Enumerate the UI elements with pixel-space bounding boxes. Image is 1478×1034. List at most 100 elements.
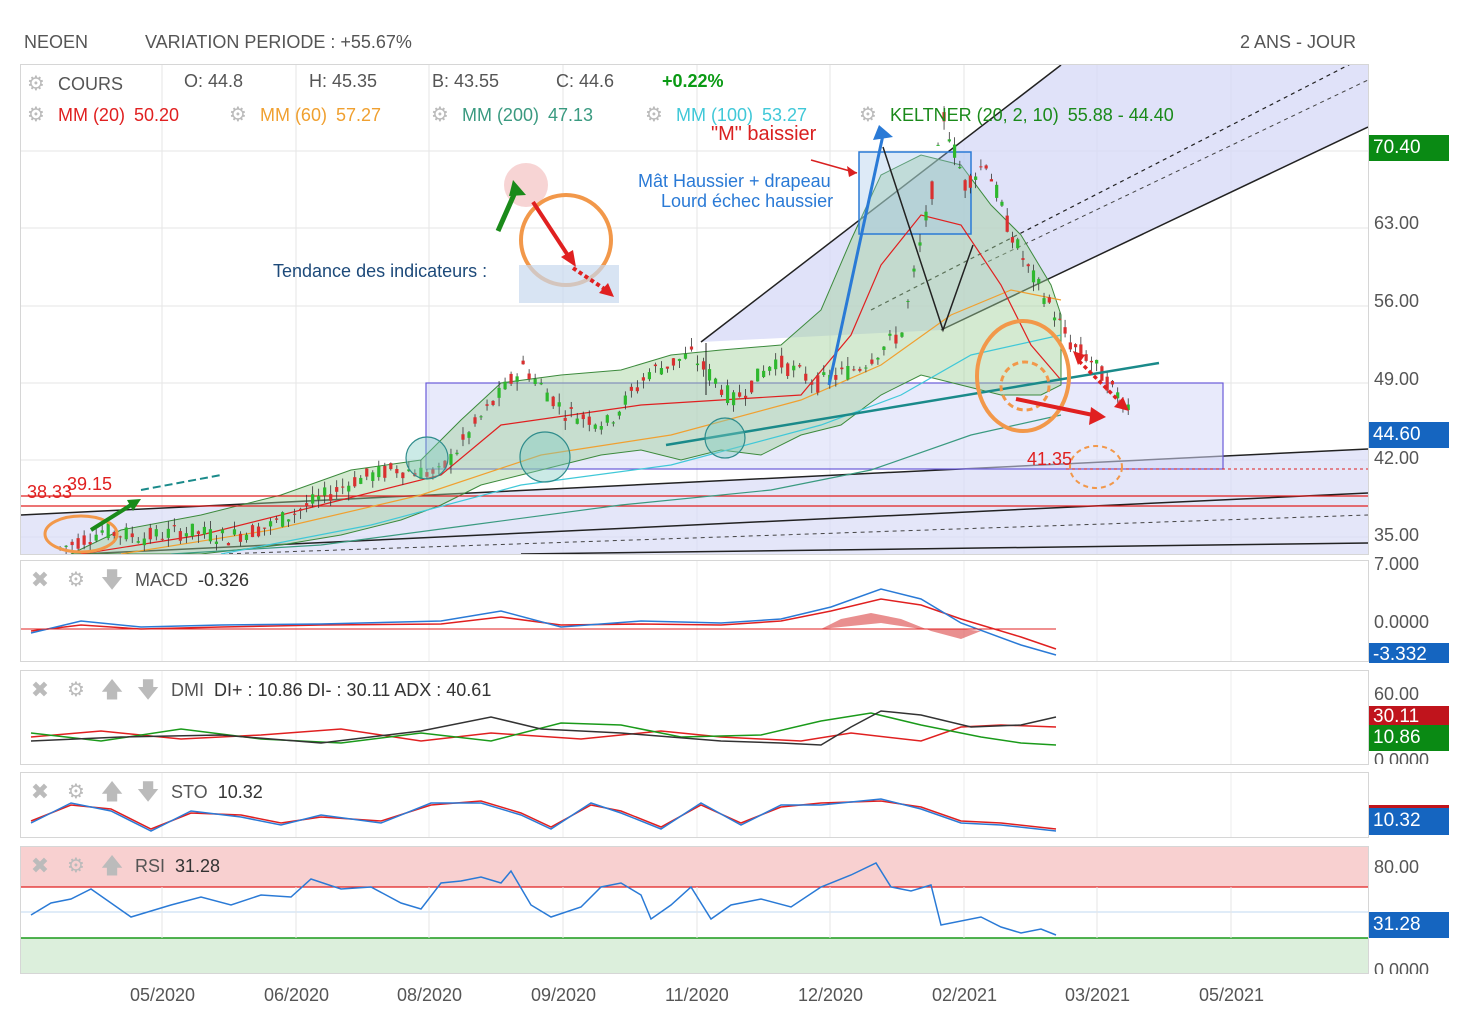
close-icon[interactable]: ✖ <box>30 567 50 592</box>
x-axis-label: 09/2020 <box>531 985 597 1005</box>
price-candle <box>756 368 760 382</box>
arrow-down-icon[interactable]: 🡇 <box>136 779 160 804</box>
rsi-line <box>30 862 1057 936</box>
arrow-up-icon[interactable]: 🡅 <box>100 779 124 804</box>
price-candle <box>599 426 603 430</box>
gear-icon[interactable]: ⚙ <box>67 781 85 803</box>
price-candle <box>1126 404 1130 411</box>
period-selector[interactable]: 2 ANS - JOUR <box>1240 32 1357 52</box>
x-axis-label: 11/2020 <box>665 985 729 1005</box>
arrow-up-icon[interactable]: 🡅 <box>100 677 124 702</box>
price-candle <box>76 538 80 549</box>
mm100-value: 53.27 <box>761 105 808 125</box>
mm100-line <box>220 334 1062 554</box>
price-candle <box>762 370 766 378</box>
price-candle <box>136 541 140 543</box>
price-candle <box>305 503 309 507</box>
price-candle <box>347 485 351 492</box>
sto-value: 10.32 <box>217 781 263 802</box>
gear-icon[interactable]: ⚙ <box>859 104 877 126</box>
price-candle <box>958 166 962 169</box>
price-candle <box>1042 298 1046 304</box>
price-tick: 63.00 <box>1374 213 1420 233</box>
price-candle <box>1047 297 1051 303</box>
price-candle <box>1016 239 1020 249</box>
dmi-minus-badge: 30.11 <box>1369 706 1449 726</box>
arrow-up-icon[interactable]: 🡅 <box>100 853 124 878</box>
price-candle <box>527 373 531 380</box>
arrow-down-icon[interactable]: 🡇 <box>136 677 160 702</box>
price-candle <box>780 355 784 368</box>
price-candle <box>1079 344 1083 354</box>
price-last-badge: 44.60 <box>1369 422 1449 448</box>
price-candle <box>389 463 393 470</box>
price-candle <box>995 184 999 198</box>
price-candle <box>689 346 694 350</box>
price-candle <box>419 467 423 479</box>
price-candle <box>1037 278 1041 284</box>
price-candle <box>485 404 489 406</box>
price-candle <box>208 529 213 542</box>
gear-icon[interactable]: ⚙ <box>67 569 85 591</box>
price-candle <box>912 268 916 272</box>
price-candle <box>1116 392 1120 399</box>
price-candle <box>1105 376 1109 391</box>
price-candle <box>557 402 561 407</box>
price-candle <box>918 242 922 246</box>
level-3833: 38.33 <box>27 482 73 502</box>
price-candle <box>671 358 676 366</box>
price-candle <box>461 434 465 440</box>
price-candle <box>142 538 146 546</box>
dmi-minus-line <box>30 724 1057 742</box>
gear-icon[interactable]: ⚙ <box>229 104 247 126</box>
close-icon[interactable]: ✖ <box>30 853 50 878</box>
price-candle <box>425 472 429 477</box>
price-candle <box>383 465 387 478</box>
macd-label: MACD <box>135 569 188 590</box>
price-candle <box>942 112 946 122</box>
price-candle <box>858 368 862 371</box>
price-candle <box>238 533 243 542</box>
price-candle <box>852 369 856 371</box>
dmi-chart <box>30 671 1232 764</box>
rsi-label: RSI <box>135 855 166 876</box>
macd-signal-line <box>30 598 1057 650</box>
gear-icon[interactable]: ⚙ <box>431 104 449 126</box>
price-candle <box>250 525 255 538</box>
price-candle <box>154 529 158 537</box>
gear-icon[interactable]: ⚙ <box>27 104 45 126</box>
price-candle <box>882 346 886 350</box>
price-candle <box>88 542 92 545</box>
price-candle <box>707 369 712 381</box>
arrow-down-icon[interactable]: 🡇 <box>100 567 124 592</box>
rsi-value: 31.28 <box>175 855 221 876</box>
price-candle <box>82 535 86 545</box>
price-candle <box>713 378 718 384</box>
price-candle <box>533 378 537 385</box>
gear-icon[interactable]: ⚙ <box>67 679 85 701</box>
close-icon[interactable]: ✖ <box>30 779 50 804</box>
mm200-line <box>170 414 1062 554</box>
price-candle <box>455 452 459 455</box>
price-candle <box>575 418 579 424</box>
price-candle <box>647 372 651 380</box>
gear-icon[interactable]: ⚙ <box>645 104 663 126</box>
price-candle <box>900 332 904 337</box>
price-candle <box>1052 317 1057 321</box>
gear-icon[interactable]: ⚙ <box>67 855 85 877</box>
price-candle <box>984 165 988 169</box>
price-candle <box>936 144 940 146</box>
price-candle <box>70 541 74 546</box>
price-candle <box>130 533 134 538</box>
rsi-tick: 80.00 <box>1374 857 1420 877</box>
price-candle <box>515 376 519 382</box>
legend-mm60: ⚙ MM (60) 57.27 <box>229 102 381 127</box>
price-candle <box>431 469 435 474</box>
price-candle <box>280 512 285 527</box>
close-icon[interactable]: ✖ <box>30 677 50 702</box>
gear-icon[interactable]: ⚙ <box>27 73 45 95</box>
legend-mm20: ⚙ MM (20) 50.20 <box>27 102 179 127</box>
sto-chart <box>30 773 1232 837</box>
price-candle <box>166 528 170 538</box>
open-value: O: 44.8 <box>184 71 244 91</box>
